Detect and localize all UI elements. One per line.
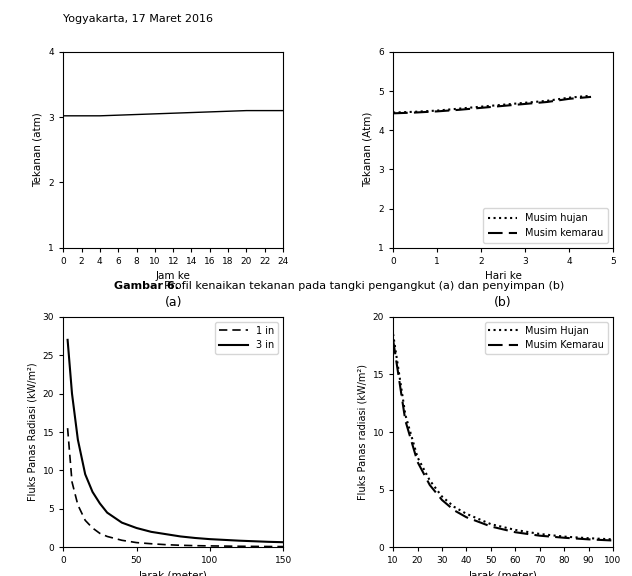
Y-axis label: Fluks Panas radiasi (kW/m²): Fluks Panas radiasi (kW/m²) — [357, 364, 367, 500]
Text: Profil kenaikan tekanan pada tangki pengangkut (a) dan penyimpan (b): Profil kenaikan tekanan pada tangki peng… — [157, 281, 564, 291]
Y-axis label: Tekanan (atm): Tekanan (atm) — [33, 112, 43, 187]
Legend: 1 in, 3 in: 1 in, 3 in — [216, 321, 278, 354]
Y-axis label: Tekanan (Atm): Tekanan (Atm) — [363, 112, 373, 187]
Text: (a): (a) — [164, 297, 182, 309]
Legend: Musim Hujan, Musim Kemarau: Musim Hujan, Musim Kemarau — [485, 321, 608, 354]
Text: (b): (b) — [494, 297, 512, 309]
X-axis label: Jarak (meter): Jarak (meter) — [469, 571, 537, 576]
Text: Yogyakarta, 17 Maret 2016: Yogyakarta, 17 Maret 2016 — [63, 14, 213, 24]
Y-axis label: Fluks Panas Radiasi (kW/m²): Fluks Panas Radiasi (kW/m²) — [27, 363, 37, 501]
X-axis label: Hari ke: Hari ke — [485, 271, 521, 281]
X-axis label: Jarak (meter): Jarak (meter) — [139, 571, 207, 576]
X-axis label: Jam ke: Jam ke — [155, 271, 191, 281]
Legend: Musim hujan, Musim kemarau: Musim hujan, Musim kemarau — [483, 209, 608, 243]
Text: Gambar 6.: Gambar 6. — [114, 281, 179, 291]
